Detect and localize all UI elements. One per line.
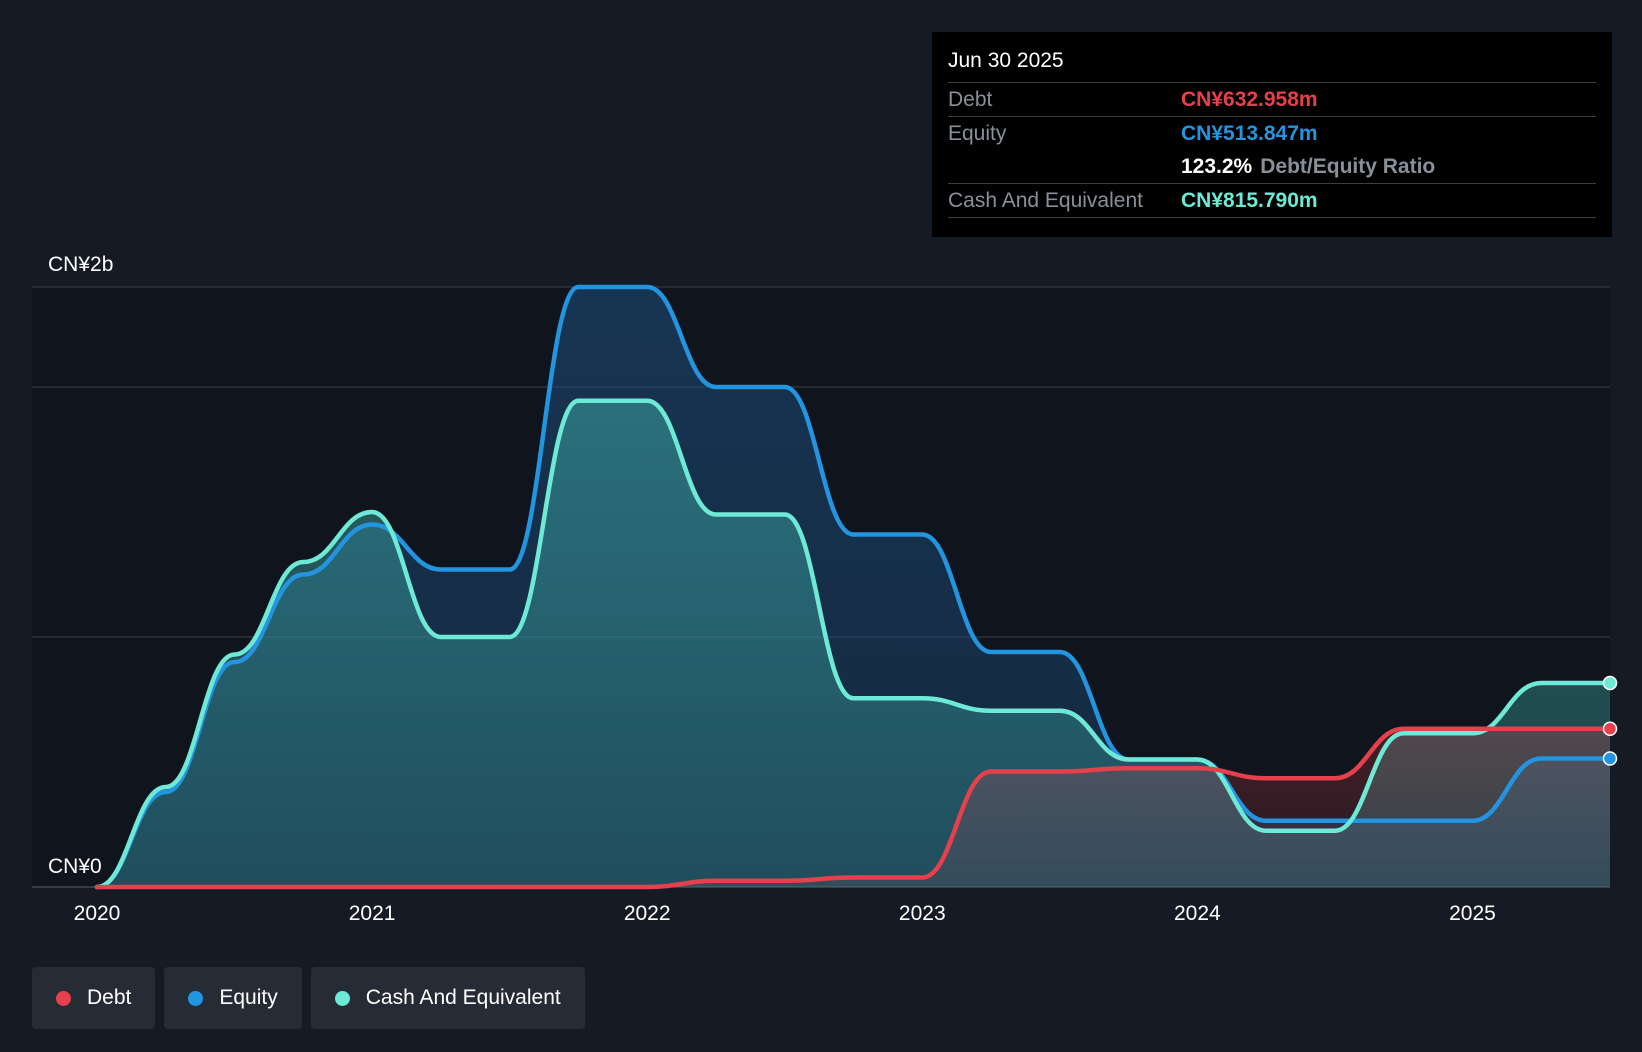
- tooltip-equity-row: Equity CN¥513.847m: [948, 116, 1596, 150]
- cash-dot-icon: [334, 990, 350, 1006]
- equity-line: [94, 284, 1613, 890]
- legend-debt-label: Debt: [87, 986, 132, 1009]
- area-layer: [97, 287, 1610, 887]
- y-tick-label: CN¥2b: [48, 253, 113, 276]
- x-tick-label: 2021: [349, 902, 396, 925]
- legend: Debt Equity Cash And Equivalent: [32, 967, 585, 1029]
- x-tick-label: 2024: [1174, 902, 1221, 925]
- tooltip-debt-label: Debt: [948, 87, 993, 111]
- cash-end-point: [1602, 675, 1618, 691]
- tooltip-cash-value: CN¥815.790m: [1181, 188, 1318, 212]
- legend-item-cash[interactable]: Cash And Equivalent: [310, 967, 585, 1029]
- label-layer: CN¥2b CN¥0 2020 2021 2022 2023 2024 2025: [48, 253, 1496, 925]
- line-layer: [94, 284, 1613, 890]
- marker-layer: [1602, 675, 1618, 766]
- tooltip-cash-row: Cash And Equivalent CN¥815.790m: [948, 183, 1596, 218]
- debt-dot-icon: [56, 990, 71, 1006]
- tooltip-ratio-label: Debt/Equity Ratio: [1260, 154, 1436, 178]
- legend-item-debt[interactable]: Debt: [32, 967, 156, 1029]
- debt-end-point: [1602, 721, 1618, 736]
- legend-equity-label: Equity: [219, 986, 278, 1009]
- cash-area: [97, 400, 1610, 887]
- tooltip-cash-label: Cash And Equivalent: [948, 188, 1143, 212]
- debt-line: [94, 726, 1613, 890]
- x-tick-label: 2022: [624, 902, 671, 925]
- tooltip-panel: Jun 30 2025 Debt CN¥632.958m Equity CN¥5…: [932, 32, 1612, 237]
- equity-dot-icon: [188, 990, 204, 1006]
- tooltip-ratio-value: 123.2%: [1181, 154, 1253, 178]
- tooltip-equity-label: Equity: [948, 121, 1007, 145]
- equity-end-point: [1602, 751, 1618, 766]
- tooltip-debt-value: CN¥632.958m: [1181, 87, 1318, 111]
- tooltip-equity-value: CN¥513.847m: [1181, 121, 1318, 145]
- tooltip-debt-row: Debt CN¥632.958m: [948, 82, 1596, 116]
- x-tick-label: 2025: [1449, 902, 1496, 925]
- debt-area: [97, 728, 1610, 887]
- tooltip-date: Jun 30 2025: [948, 49, 1064, 72]
- cash-line: [94, 398, 1613, 890]
- legend-item-equity[interactable]: Equity: [164, 967, 302, 1029]
- x-tick-label: 2020: [74, 902, 121, 925]
- legend-cash-label: Cash And Equivalent: [365, 986, 561, 1009]
- y-tick-label: CN¥0: [48, 855, 102, 878]
- x-tick-label: 2023: [899, 902, 946, 925]
- tooltip-ratio-row: 123.2% Debt/Equity Ratio: [948, 150, 1596, 183]
